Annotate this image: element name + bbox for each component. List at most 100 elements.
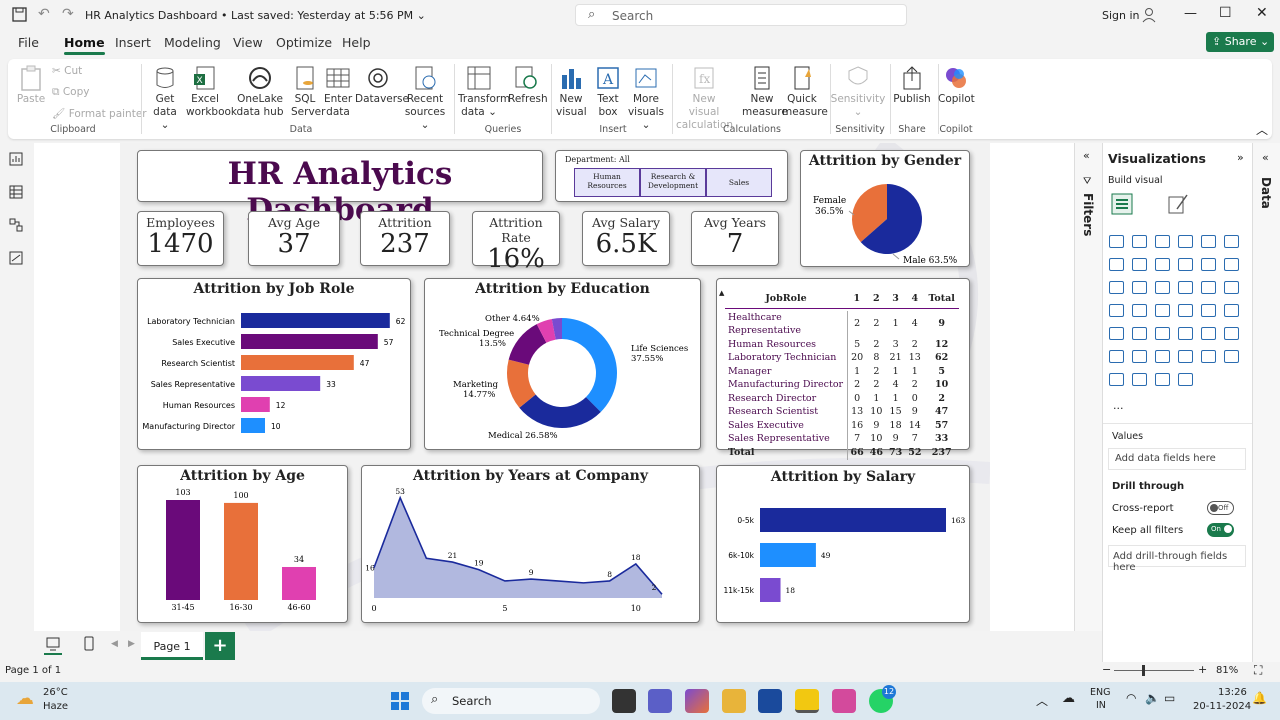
task-view-icon[interactable] xyxy=(612,689,636,713)
store-icon[interactable] xyxy=(758,689,782,713)
matrix-header-cell[interactable]: JobRole xyxy=(765,293,807,304)
copilot-taskbar-icon[interactable] xyxy=(685,689,709,713)
more-visuals-button[interactable]: More visuals ⌄ xyxy=(626,65,666,132)
arcgis-visual-icon[interactable] xyxy=(1178,304,1193,317)
stacked-area-visual-icon[interactable] xyxy=(1155,258,1170,271)
report-view-icon[interactable] xyxy=(9,152,23,166)
qa-visual-icon[interactable] xyxy=(1178,350,1193,363)
matrix-row[interactable]: Research Director 0 1 1 0 2 xyxy=(725,391,959,405)
line-visual-icon[interactable] xyxy=(1109,258,1124,271)
more-visuals-ellipsis[interactable]: ... xyxy=(1113,399,1124,412)
format-painter-button[interactable]: 🖌 Format painter xyxy=(52,108,147,120)
share-button[interactable]: ⇪ Share ⌄ xyxy=(1206,32,1274,52)
slicer-sales[interactable]: Sales xyxy=(706,168,772,197)
volume-icon[interactable]: 🔈 xyxy=(1145,691,1160,705)
paginated-visual-icon[interactable] xyxy=(1224,350,1239,363)
mobile-layout-icon[interactable] xyxy=(83,636,95,651)
excel-button[interactable]: X Excel workbook xyxy=(186,65,237,119)
build-visual-icon[interactable] xyxy=(1111,193,1133,215)
chevron-right-icon[interactable]: » xyxy=(1237,151,1244,164)
dax-query-icon[interactable] xyxy=(9,251,23,265)
sign-in-link[interactable]: Sign in xyxy=(1102,9,1140,22)
desktop-layout-icon[interactable] xyxy=(46,637,60,651)
matrix-row[interactable]: Sales Representative 7 10 9 7 33 xyxy=(725,432,959,446)
next-page-icon[interactable]: ▶ xyxy=(128,639,135,649)
filled-map-visual-icon[interactable] xyxy=(1132,304,1147,317)
gauge-visual-icon[interactable] xyxy=(1201,304,1216,317)
table-view-icon[interactable] xyxy=(9,185,23,199)
search-box[interactable]: ⌕ Search xyxy=(575,4,907,26)
matrix-row[interactable]: Sales Executive 16 9 18 14 57 xyxy=(725,418,959,432)
clock-time[interactable]: 13:26 xyxy=(1218,687,1247,698)
funnel-visual-icon[interactable] xyxy=(1132,281,1147,294)
matrix-row[interactable]: Human Resources 5 2 3 2 12 xyxy=(725,337,959,351)
save-icon[interactable] xyxy=(12,7,28,23)
menu-modeling[interactable]: Modeling xyxy=(164,35,221,50)
matrix-row[interactable]: Research Scientist 13 10 15 9 47 xyxy=(725,405,959,419)
decomposition-visual-icon[interactable] xyxy=(1155,350,1170,363)
python-visual-icon[interactable] xyxy=(1109,350,1124,363)
onelake-button[interactable]: OneLake data hub xyxy=(232,65,288,119)
close-icon[interactable]: ✕ xyxy=(1256,5,1268,21)
cloud-icon[interactable]: ☁ xyxy=(1062,691,1075,706)
new-measure-button[interactable]: New measure xyxy=(742,65,788,119)
minimize-icon[interactable]: — xyxy=(1184,6,1197,21)
transform-data-button[interactable]: Transform data ⌄ xyxy=(458,65,510,119)
filters-label[interactable]: Filters xyxy=(1081,193,1095,237)
zoom-in-icon[interactable]: + xyxy=(1198,663,1208,676)
kpi-employees[interactable]: Employees 1470 xyxy=(137,211,224,266)
100-bar-visual-icon[interactable] xyxy=(1201,235,1216,248)
language-label[interactable]: ENG xyxy=(1090,687,1111,698)
kpi-attrition-rate[interactable]: Attrition Rate 16% xyxy=(472,211,560,274)
matrix-row[interactable]: Manufacturing Director 2 2 4 2 10 xyxy=(725,378,959,392)
clustered-bar-visual-icon[interactable] xyxy=(1155,235,1170,248)
gender-card[interactable]: Attrition by Gender Female 36.5% Male 63.5… xyxy=(800,150,970,267)
matrix-header-cell[interactable]: 4 xyxy=(911,293,919,304)
add-page-button[interactable]: + xyxy=(205,632,235,660)
stacked-column-visual-icon[interactable] xyxy=(1132,235,1147,248)
prev-page-icon[interactable]: ◀ xyxy=(111,639,118,649)
menu-view[interactable]: View xyxy=(233,35,263,50)
kpi-avg-years[interactable]: Avg Years 7 xyxy=(691,211,779,266)
matrix-header-cell[interactable]: 2 xyxy=(873,293,880,304)
menu-file[interactable]: File xyxy=(18,35,39,50)
battery-icon[interactable]: ▭ xyxy=(1164,691,1176,705)
windows-start-icon[interactable] xyxy=(390,691,410,711)
power-automate-visual-icon[interactable] xyxy=(1132,373,1147,386)
file-explorer-icon[interactable] xyxy=(722,689,746,713)
matrix-row[interactable]: Laboratory Technician 20 8 21 13 62 xyxy=(725,351,959,365)
slicer-human-resources[interactable]: Human Resources xyxy=(574,168,640,197)
dataverse-button[interactable]: Dataverse xyxy=(355,65,409,106)
zoom-thumb[interactable] xyxy=(1142,665,1145,676)
tray-chevron-icon[interactable]: ︿ xyxy=(1036,694,1049,708)
area-visual-icon[interactable] xyxy=(1132,258,1147,271)
100-column-visual-icon[interactable] xyxy=(1224,235,1239,248)
sort-ascending-icon[interactable]: ▲ xyxy=(719,289,725,297)
kpi-visual-icon[interactable] xyxy=(1132,327,1147,340)
line-column-visual-icon[interactable] xyxy=(1178,258,1193,271)
narrative-visual-icon[interactable] xyxy=(1201,350,1216,363)
azure-map-visual-icon[interactable] xyxy=(1155,304,1170,317)
sql-server-button[interactable]: SQL Server xyxy=(291,65,325,119)
taskbar-search[interactable]: ⌕ Search xyxy=(422,688,600,714)
sensitivity-button[interactable]: Sensitivity ⌄ xyxy=(828,65,888,119)
r-visual-visual-icon[interactable] xyxy=(1224,327,1239,340)
matrix-header-cell[interactable]: 1 xyxy=(853,293,861,304)
kpi-avg-age[interactable]: Avg Age 37 xyxy=(248,211,340,266)
donut-visual-icon[interactable] xyxy=(1201,281,1216,294)
matrix-card[interactable]: JobRole 1 2 3 4 Total Healthcare Representativ… xyxy=(716,278,970,460)
new-visual-button[interactable]: New visual xyxy=(556,65,587,119)
weather-icon[interactable]: ☁ xyxy=(16,688,34,709)
years-card[interactable]: Attrition by Years at Company 16 53 21 19 9 8… xyxy=(361,465,700,623)
stacked-bar-visual-icon[interactable] xyxy=(1109,235,1124,248)
data-label[interactable]: Data xyxy=(1259,177,1273,209)
slicer-research-development[interactable]: Research & Development xyxy=(640,168,706,197)
menu-optimize[interactable]: Optimize xyxy=(276,35,333,50)
chevron-left-icon[interactable]: « xyxy=(1262,151,1269,164)
get-data-button[interactable]: Get data ⌄ xyxy=(148,65,182,132)
text-box-button[interactable]: A Text box xyxy=(593,65,623,119)
publish-button[interactable]: Publish xyxy=(892,65,932,106)
scatter-visual-icon[interactable] xyxy=(1155,281,1170,294)
user-icon[interactable] xyxy=(1142,7,1156,23)
matrix-visual-icon[interactable] xyxy=(1201,327,1216,340)
